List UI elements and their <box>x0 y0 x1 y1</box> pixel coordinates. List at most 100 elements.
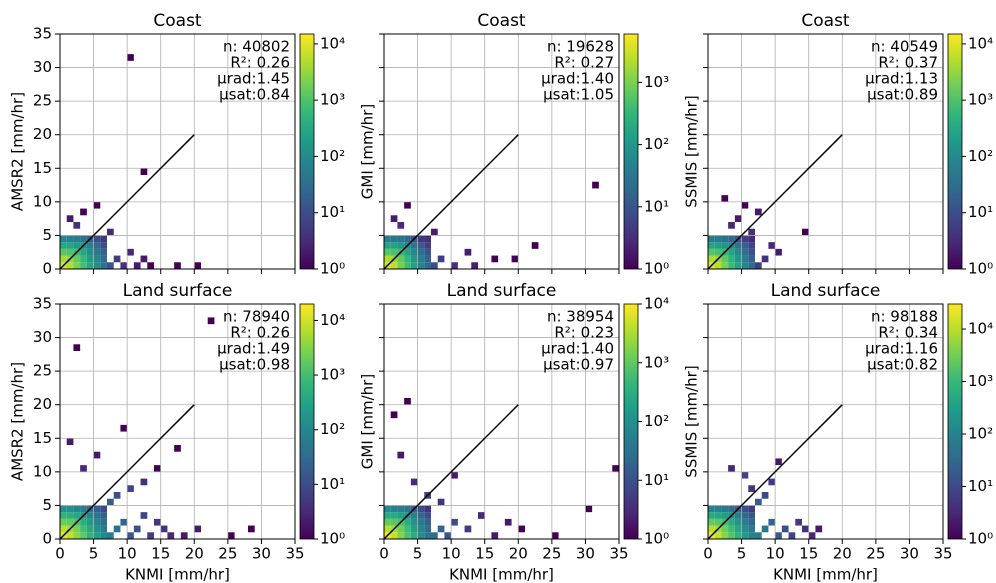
heat-cell <box>86 518 94 526</box>
panel-title: Land surface <box>123 281 233 301</box>
y-tick-label: 20 <box>33 125 52 143</box>
y-tick-label: 35 <box>33 25 52 43</box>
heat-cell <box>761 492 769 499</box>
colorbar-tick-label: 10³ <box>968 372 993 390</box>
annotation: R²: 0.27 <box>554 54 614 72</box>
heat-cell <box>431 262 438 269</box>
heat-cell <box>66 215 74 222</box>
heat-cell <box>80 532 87 539</box>
heat-cell <box>748 255 755 263</box>
y-tick-label: 30 <box>33 58 52 76</box>
heat-cell <box>86 248 94 256</box>
heat-cell <box>451 471 458 479</box>
heat-cell <box>417 512 425 519</box>
heat-cell <box>100 235 107 243</box>
heat-cell <box>80 465 87 472</box>
x-tick-label: 30 <box>252 545 271 563</box>
heat-cell <box>133 525 141 533</box>
y-tick-label: 20 <box>33 395 52 413</box>
colorbar-tick-label: 10³ <box>968 91 993 109</box>
heat-cell <box>755 532 762 539</box>
colorbar-tick-label: 10² <box>644 135 669 153</box>
colorbar-tick-label: 10⁰ <box>968 260 993 278</box>
colorbar-tick-label: 10⁴ <box>320 311 345 329</box>
heat-cell <box>410 478 418 486</box>
heat-cell <box>741 201 749 209</box>
heat-cell <box>424 505 431 513</box>
heat-cell <box>390 532 398 539</box>
colorbar-tick-label: 10⁰ <box>968 530 993 548</box>
heat-cell <box>60 248 67 256</box>
heat-cell <box>755 208 762 216</box>
heat-cell <box>714 518 722 526</box>
heat-cell <box>248 525 255 533</box>
heat-cell <box>424 512 431 519</box>
colorbar-tick-label: 10⁰ <box>644 260 669 278</box>
colorbar <box>299 33 315 270</box>
heat-cell <box>73 532 81 539</box>
heat-cell <box>80 248 87 256</box>
annotation: μsat:0.89 <box>867 86 938 104</box>
heat-cell <box>761 525 769 533</box>
heat-cell <box>404 235 411 243</box>
heat-cell <box>384 525 391 533</box>
colorbar <box>623 303 639 540</box>
colorbar-tick-label: 10³ <box>644 353 669 371</box>
heat-cell <box>728 465 735 472</box>
heat-cell <box>741 248 749 256</box>
heat-cell <box>721 532 729 539</box>
heat-cell <box>795 518 802 526</box>
x-tick-label: 0 <box>703 545 713 563</box>
panel-title: Land surface <box>771 281 881 301</box>
annotation: μrad:1.49 <box>217 340 290 358</box>
heat-cell <box>73 255 81 263</box>
heat-cell <box>100 255 107 263</box>
heat-cell <box>60 525 67 533</box>
heat-cell <box>734 255 742 263</box>
x-tick-label: 15 <box>799 545 818 563</box>
colorbar <box>623 33 639 270</box>
heat-cell <box>404 201 411 209</box>
heat-cell <box>404 505 411 513</box>
heat-cell <box>397 505 405 513</box>
heat-cell <box>721 255 729 263</box>
heat-cell <box>160 525 168 533</box>
heat-cell <box>551 532 559 539</box>
heat-cell <box>748 518 755 526</box>
heat-cell <box>93 255 101 263</box>
heat-cell <box>410 242 418 249</box>
y-tick-label: 10 <box>33 462 52 480</box>
heat-cell <box>384 248 391 256</box>
heat-cell <box>66 262 74 269</box>
heat-cell <box>424 532 431 539</box>
heat-cell <box>384 505 391 513</box>
y-axis-label: SSMIS [mm/hr] <box>683 365 701 477</box>
heat-cell <box>734 242 742 249</box>
heat-cell <box>741 471 749 479</box>
heat-cell <box>66 235 74 243</box>
heat-cell <box>66 248 74 256</box>
heat-cell <box>147 532 154 539</box>
reference-line <box>707 404 843 540</box>
heat-cell <box>127 248 134 256</box>
heat-cell <box>585 505 593 513</box>
heat-cell <box>748 485 755 492</box>
heat-cell <box>86 242 94 249</box>
heat-cell <box>113 492 121 499</box>
heat-cell <box>384 255 391 263</box>
heat-cell <box>734 525 742 533</box>
heat-cell <box>708 242 715 249</box>
heat-cell <box>384 235 391 243</box>
heat-cell <box>80 518 87 526</box>
colorbar-tick-label: 10² <box>968 147 993 165</box>
x-tick-label: 30 <box>576 545 595 563</box>
heat-cell <box>728 262 735 269</box>
x-tick-label: 5 <box>413 545 423 563</box>
panel-title: Land surface <box>447 281 557 301</box>
heat-cell <box>66 532 74 539</box>
heat-cell <box>531 242 539 249</box>
heat-cell <box>721 505 729 513</box>
annotation: R²: 0.37 <box>878 54 938 72</box>
heat-cell <box>802 228 809 236</box>
heat-cell <box>728 525 735 533</box>
